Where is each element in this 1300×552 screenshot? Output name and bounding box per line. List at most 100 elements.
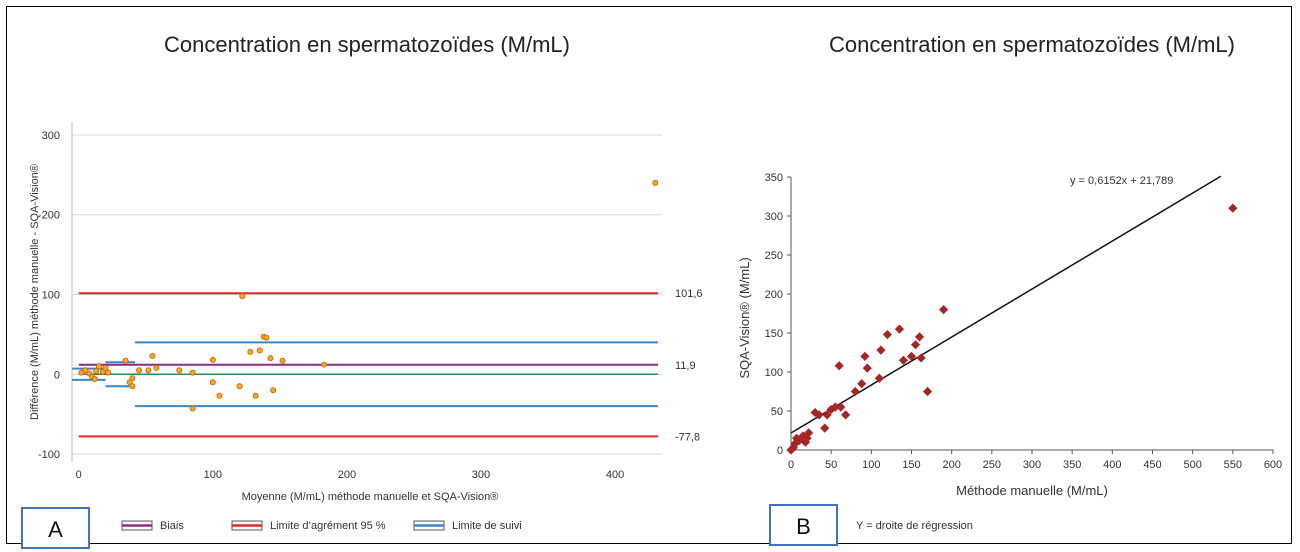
chart-a-point-9 (105, 369, 112, 376)
chart-b-xtick-6: 300 (1023, 459, 1041, 471)
chart-b-point-22 (874, 373, 884, 383)
chart-b-point-5 (798, 431, 808, 441)
chart-b-ytick-2: 100 (765, 367, 783, 379)
chart-a-ytick-4: 300 (42, 130, 60, 142)
chart-b-point-25 (894, 324, 905, 334)
legend-bias-label: Biais (160, 520, 184, 532)
chart-b-xtick-11: 550 (1224, 459, 1242, 471)
chart-a-point-12 (129, 375, 136, 382)
chart-a-ylabel: Différence (M/mL) méthode manuelle - SQA… (29, 164, 41, 420)
chart-b-axes (790, 177, 1273, 451)
chart-a-xtick-4: 400 (606, 469, 624, 481)
chart-b-regression-line (790, 175, 1222, 434)
chart-b-xtick-4: 200 (942, 459, 960, 471)
chart-b-point-8 (804, 428, 814, 438)
chart-a-point-10 (122, 357, 129, 364)
chart-b-ytick-7: 350 (765, 172, 783, 184)
chart-b-point-27 (906, 351, 917, 361)
chart-b-regression: y = 0,6152x + 21,789 (790, 175, 1222, 434)
chart-b-point-15 (834, 361, 844, 371)
chart-a-xtick-1: 100 (204, 469, 222, 481)
chart-b-xtick-10: 500 (1183, 459, 1201, 471)
chart-b-ytick-1: 50 (771, 406, 783, 418)
chart-b-point-32 (939, 305, 949, 315)
chart-a-point-22 (209, 356, 216, 363)
chart-b-ytick-0: 0 (777, 445, 783, 457)
chart-a-ytick-0: -100 (38, 449, 60, 461)
chart-b-xtick-12: 600 (1264, 459, 1282, 471)
chart-a-point-19 (189, 369, 196, 376)
chart-b-point-16 (836, 402, 846, 412)
chart-b-point-6 (800, 437, 811, 447)
chart-a-point-25 (239, 293, 246, 300)
chart-b-ytick-5: 250 (765, 250, 783, 262)
chart-b-point-29 (914, 332, 925, 342)
chart-b-xtick-0: 0 (788, 459, 794, 471)
chart-a-xtick-0: 0 (76, 469, 82, 481)
chart-b-xtick-5: 250 (983, 459, 1001, 471)
chart-b-point-2 (790, 439, 800, 449)
chart-b-point-14 (830, 402, 840, 412)
figure-frame (6, 6, 1292, 544)
chart-a-line-label-2: -77,8 (675, 431, 700, 443)
chart-a-point-8 (102, 364, 109, 371)
chart-b-point-20 (860, 351, 870, 361)
chart-a-point-11 (126, 379, 133, 386)
chart-a-point-1 (82, 367, 89, 374)
chart-a-point-30 (263, 334, 270, 341)
chart-a-point-31 (267, 355, 274, 362)
chart-a-point-34 (321, 361, 328, 368)
chart-b-xtick-8: 400 (1103, 459, 1121, 471)
chart-a-point-18 (176, 367, 183, 374)
chart-b-xtick-1: 50 (825, 459, 837, 471)
chart-a-ytick-1: 0 (54, 369, 60, 381)
panel-b-note: Y = droite de régression (856, 520, 973, 532)
chart-b-point-21 (862, 363, 872, 373)
chart-b-ticks: 0 50 100 150 200 250 300 350 0 50 100 150 200 250 300 3… (765, 172, 1283, 471)
chart-b-point-1 (788, 443, 799, 453)
chart-b-point-23 (876, 345, 886, 355)
panel-a-letter: A (48, 517, 63, 542)
chart-b-point-9 (810, 407, 820, 418)
chart-b-point-12 (822, 410, 832, 420)
chart-a-xtick-3: 300 (472, 469, 490, 481)
chart-b-point-19 (857, 379, 867, 389)
chart-a-point-27 (252, 392, 259, 399)
chart-b-point-7 (802, 433, 812, 443)
chart-a-ytick-2: 100 (42, 290, 60, 302)
chart-b-point-4 (794, 436, 804, 446)
chart-a-point-15 (145, 367, 152, 374)
chart-b-point-24 (882, 329, 892, 340)
chart-b-point-30 (916, 353, 926, 363)
chart-a-point-16 (149, 352, 156, 359)
chart-a-point-21 (209, 379, 216, 386)
chart-b-point-26 (898, 355, 909, 365)
chart-b-point-28 (910, 340, 921, 350)
chart-a-point-5 (93, 368, 100, 375)
chart-a-line-label-1: 11,9 (675, 360, 696, 372)
chart-a-point-35 (652, 179, 659, 186)
chart-a-point-32 (270, 387, 277, 394)
chart-b-title: Concentration en spermatozoïdes (M/mL) (829, 32, 1235, 57)
chart-a-point-26 (247, 348, 254, 355)
chart-a-point-20 (189, 405, 196, 412)
chart-a-point-24 (236, 383, 243, 390)
chart-b-point-11 (820, 423, 830, 433)
chart-a-legend: Biais Limite d’agrément 95 % Limite de s… (121, 520, 522, 532)
chart-b-xtick-9: 450 (1143, 459, 1161, 471)
panel-a-letter-box (21, 507, 90, 549)
chart-a-points (78, 179, 659, 412)
chart-a-xtick-2: 200 (338, 469, 356, 481)
chart-a-lines: 101,6 11,9 -77,8 (72, 288, 703, 443)
chart-b-point-18 (850, 386, 860, 397)
chart-b-point-33 (1228, 203, 1238, 213)
chart-b-xtick-7: 350 (1063, 459, 1081, 471)
chart-a-xlabel: Moyenne (M/mL) méthode manuelle et SQA-V… (242, 491, 499, 503)
chart-a-line-label-0: 101,6 (675, 288, 703, 300)
chart-a-point-17 (153, 364, 160, 371)
chart-b-point-10 (814, 410, 824, 420)
chart-a-point-33 (279, 357, 286, 364)
panel-b-letter: B (796, 514, 811, 539)
legend-follow-label: Limite de suivi (452, 520, 522, 532)
